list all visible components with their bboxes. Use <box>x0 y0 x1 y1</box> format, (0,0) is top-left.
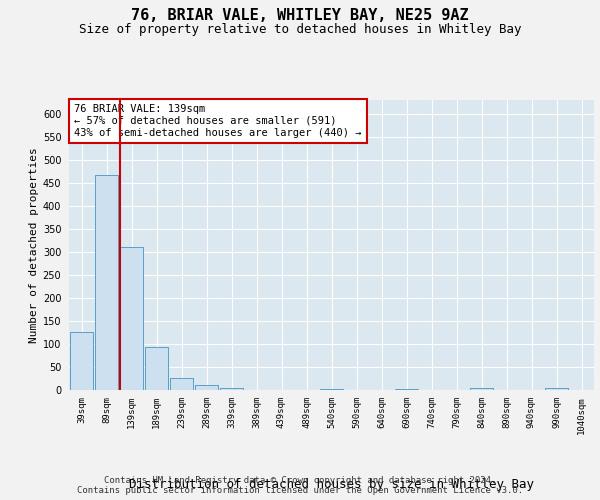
Y-axis label: Number of detached properties: Number of detached properties <box>29 147 38 343</box>
Bar <box>395 388 418 390</box>
Bar <box>220 388 243 390</box>
Bar <box>120 247 143 390</box>
Bar <box>470 388 493 390</box>
Bar <box>320 388 343 390</box>
Text: 76, BRIAR VALE, WHITLEY BAY, NE25 9AZ: 76, BRIAR VALE, WHITLEY BAY, NE25 9AZ <box>131 8 469 22</box>
Bar <box>70 332 93 390</box>
Bar <box>195 386 218 390</box>
Bar <box>145 347 168 390</box>
Bar <box>170 378 193 390</box>
Text: Size of property relative to detached houses in Whitley Bay: Size of property relative to detached ho… <box>79 22 521 36</box>
Bar <box>545 388 568 390</box>
Text: 76 BRIAR VALE: 139sqm
← 57% of detached houses are smaller (591)
43% of semi-det: 76 BRIAR VALE: 139sqm ← 57% of detached … <box>74 104 362 138</box>
Bar <box>95 174 118 390</box>
X-axis label: Distribution of detached houses by size in Whitley Bay: Distribution of detached houses by size … <box>129 478 534 492</box>
Text: Contains HM Land Registry data © Crown copyright and database right 2024.
Contai: Contains HM Land Registry data © Crown c… <box>77 476 523 495</box>
